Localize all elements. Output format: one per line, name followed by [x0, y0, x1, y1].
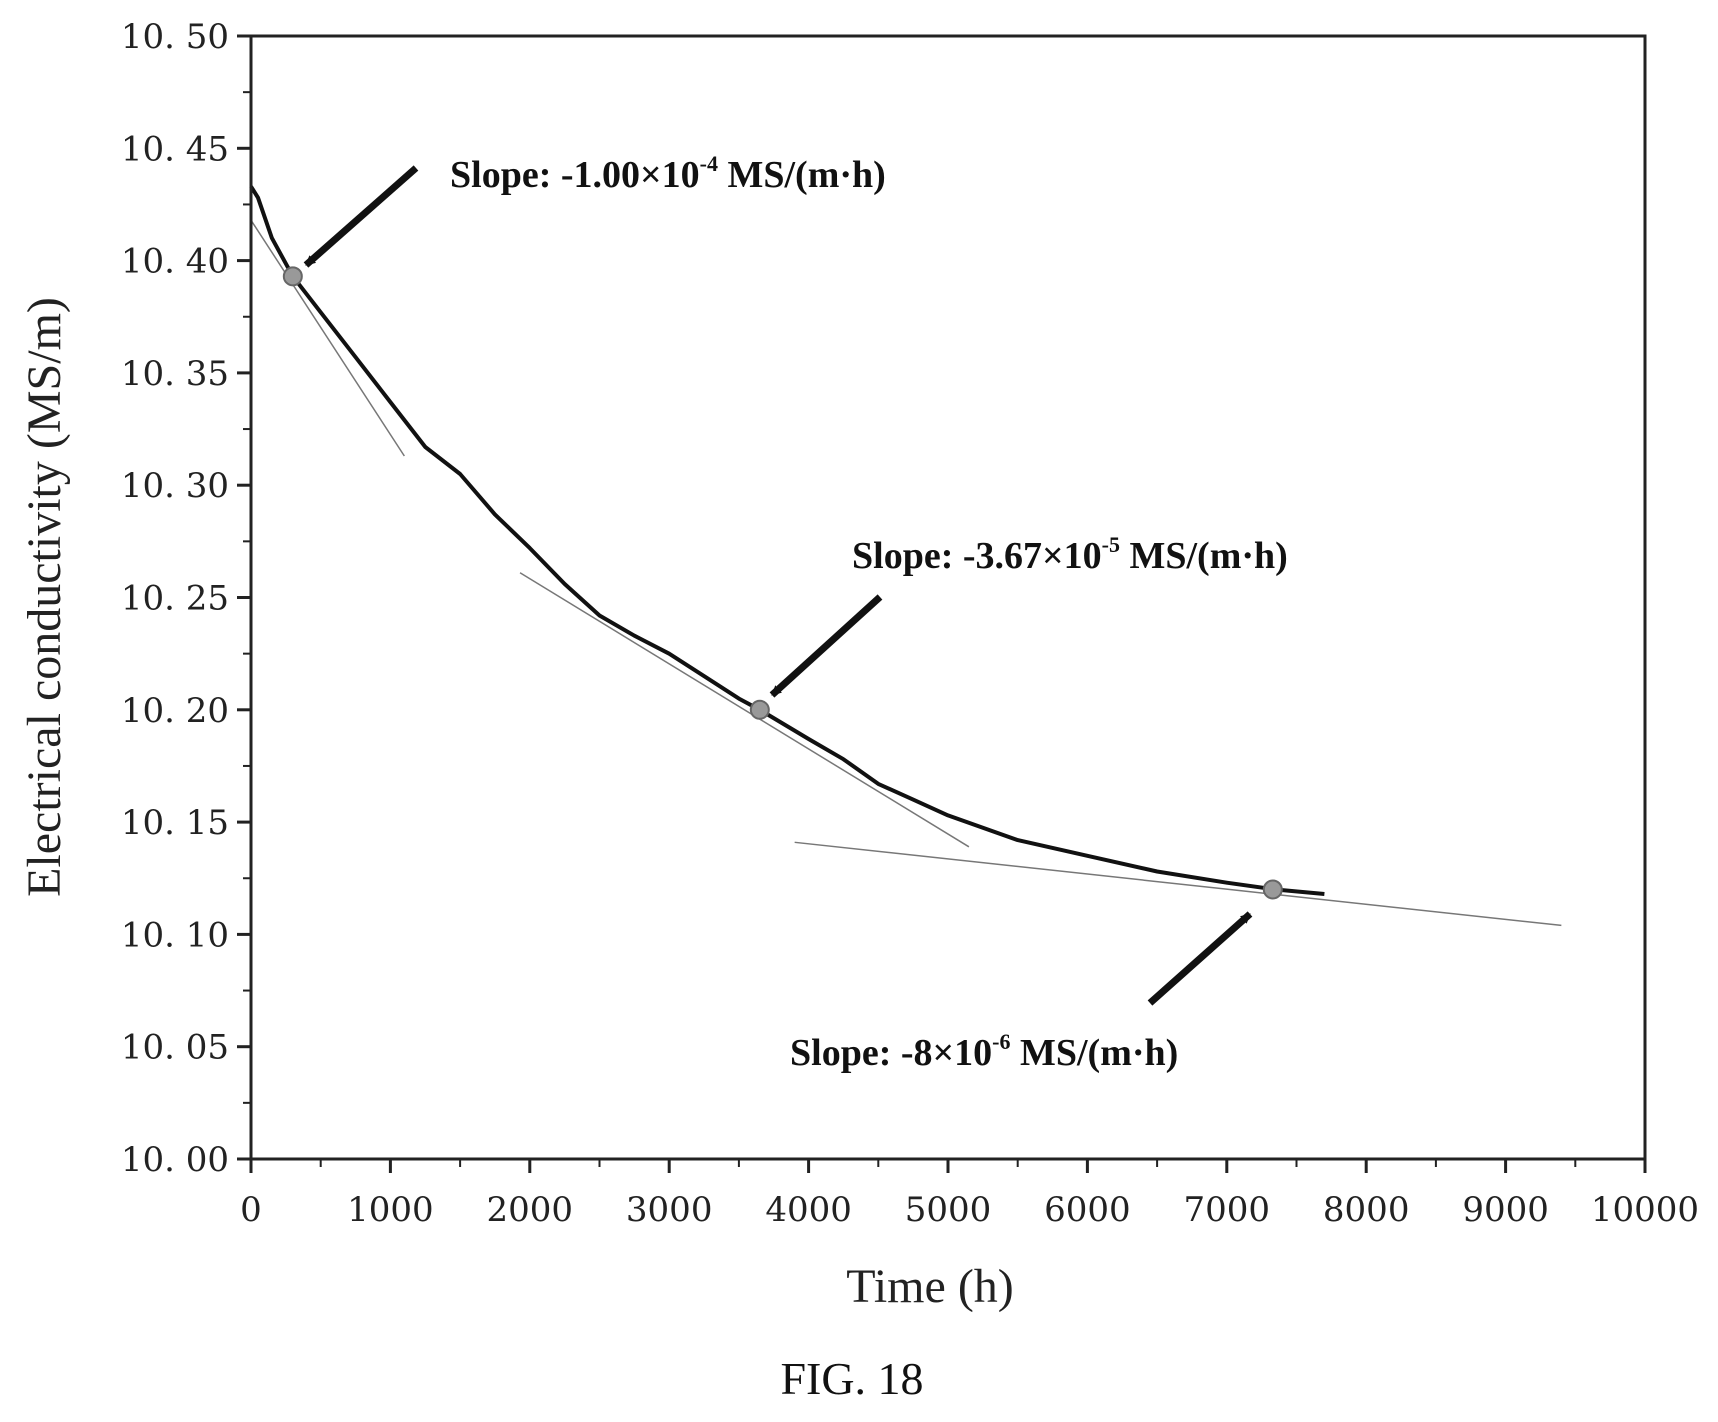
y-tick-label: 10. 35: [121, 354, 229, 394]
arrow-1: [303, 165, 419, 268]
y-tick-label: 10. 20: [121, 691, 229, 731]
y-axis: 10. 00 10. 05 10. 10 10. 15 10. 20 10. 25 10. …: [121, 17, 251, 1180]
x-tick-label: 7000: [1184, 1190, 1271, 1230]
y-tick-label: 10. 30: [121, 466, 229, 506]
arrow-2: [769, 594, 883, 698]
slope-annotation-2: Slope: -3.67×10-5 MS/(m·h): [769, 532, 1288, 698]
x-tick-label: 8000: [1323, 1190, 1410, 1230]
x-tick-label: 1000: [347, 1190, 434, 1230]
x-tick-label: 6000: [1044, 1190, 1131, 1230]
y-tick-label: 10. 00: [121, 1140, 229, 1180]
y-tick-label: 10. 25: [121, 579, 229, 619]
x-tick-label: 3000: [626, 1190, 713, 1230]
annotation-3-label: Slope: -8×10-6 MS/(m·h): [790, 1029, 1178, 1074]
tangent-line: [794, 841, 1562, 927]
x-tick-label: 10000: [1591, 1190, 1699, 1230]
slope-point: [282, 266, 303, 287]
conductivity-line: [249, 185, 1325, 896]
x-axis-label: Time (h): [846, 1260, 1014, 1313]
tangent-line: [250, 219, 405, 457]
annotation-1-label: Slope: -1.00×10-4 MS/(m·h): [450, 151, 886, 196]
plot-frame: [249, 34, 1647, 1161]
x-axis: 0 1000 2000 3000 4000 5000 6000 7000 8000 9000 100…: [240, 1159, 1699, 1230]
slope-point: [749, 699, 770, 720]
x-tick-label: 5000: [905, 1190, 992, 1230]
y-tick-label: 10. 10: [121, 915, 229, 955]
data-series: [249, 185, 1325, 896]
x-tick-label: 4000: [765, 1190, 852, 1230]
arrow-3: [1147, 911, 1253, 1006]
annotation-2-label: Slope: -3.67×10-5 MS/(m·h): [852, 532, 1288, 577]
y-tick-label: 10. 45: [121, 129, 229, 169]
tangent-lines: [250, 219, 1562, 927]
slope-point: [1262, 879, 1283, 900]
figure-caption: FIG. 18: [780, 1353, 923, 1404]
slope-points: [282, 266, 1283, 900]
y-tick-label: 10. 50: [121, 17, 229, 57]
x-tick-label: 9000: [1462, 1190, 1549, 1230]
x-tick-label: 2000: [487, 1190, 574, 1230]
y-tick-label: 10. 05: [121, 1028, 229, 1068]
x-tick-label: 0: [240, 1190, 262, 1230]
y-tick-label: 10. 15: [121, 803, 229, 843]
y-tick-label: 10. 40: [121, 242, 229, 282]
slope-annotation-1: Slope: -1.00×10-4 MS/(m·h): [303, 151, 886, 268]
tangent-line: [519, 572, 970, 848]
slope-annotation-3: Slope: -8×10-6 MS/(m·h): [790, 911, 1253, 1074]
y-axis-label: Electrical conductivity (MS/m): [18, 297, 71, 897]
